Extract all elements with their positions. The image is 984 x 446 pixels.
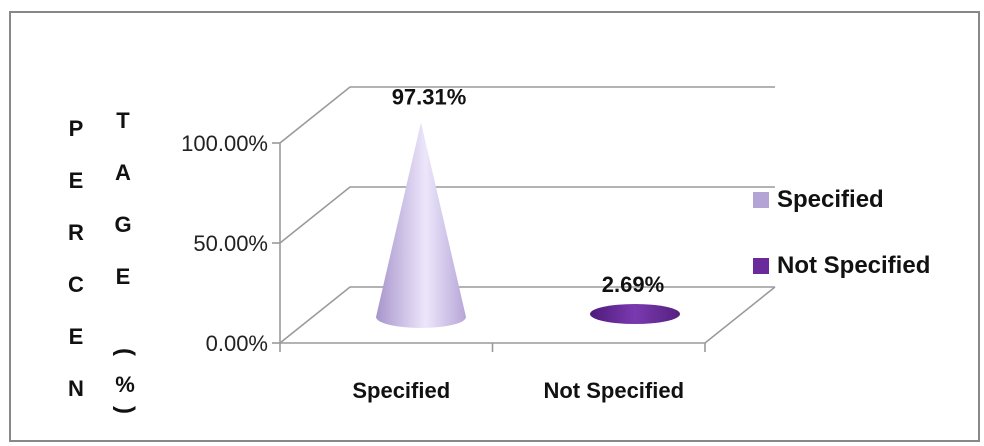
y-tick-label: 50.00%: [193, 231, 268, 256]
legend-item-specified: Specified: [753, 184, 930, 216]
y-axis-label-unit: %: [115, 372, 135, 397]
data-label: 97.31%: [392, 84, 467, 109]
cone-not-specified: [590, 304, 680, 324]
y-tick-label: 100.00%: [181, 131, 268, 156]
y-tick-label: 0.00%: [206, 331, 268, 356]
y-axis-label-paren-close: ): [112, 406, 139, 414]
y-axis-label-letter: G: [114, 212, 132, 237]
floor-edge: [280, 286, 776, 344]
y-axis-label-letter: R: [68, 220, 84, 245]
legend-item-not-specified: Not Specified: [753, 250, 930, 282]
chart-frame: [9, 11, 980, 442]
y-axis-label-letter: E: [68, 168, 84, 193]
gridline: [279, 186, 775, 244]
y-axis-label-letter: A: [115, 160, 131, 185]
legend-swatch-not-specified: [753, 258, 769, 274]
gridline: [279, 286, 775, 344]
y-axis-label-letter: N: [68, 376, 84, 401]
legend-label-specified: Specified: [777, 186, 884, 213]
cone-specified: [376, 122, 466, 328]
legend: Specified Not Specified: [753, 184, 930, 316]
y-axis-label-letter: T: [116, 108, 130, 133]
x-category-label: Not Specified: [543, 378, 684, 403]
gridline: [279, 86, 775, 144]
data-label: 2.69%: [602, 272, 664, 297]
y-axis-label-paren-open: (: [112, 348, 139, 356]
y-axis-label-letter: P: [68, 116, 84, 141]
legend-label-not-specified: Not Specified: [777, 252, 931, 279]
y-axis-label-letter: E: [115, 264, 131, 289]
legend-swatch-specified: [753, 192, 769, 208]
y-axis-label-letter: C: [68, 272, 84, 297]
y-axis-label-letter: E: [68, 324, 84, 349]
x-category-label: Specified: [352, 378, 450, 403]
